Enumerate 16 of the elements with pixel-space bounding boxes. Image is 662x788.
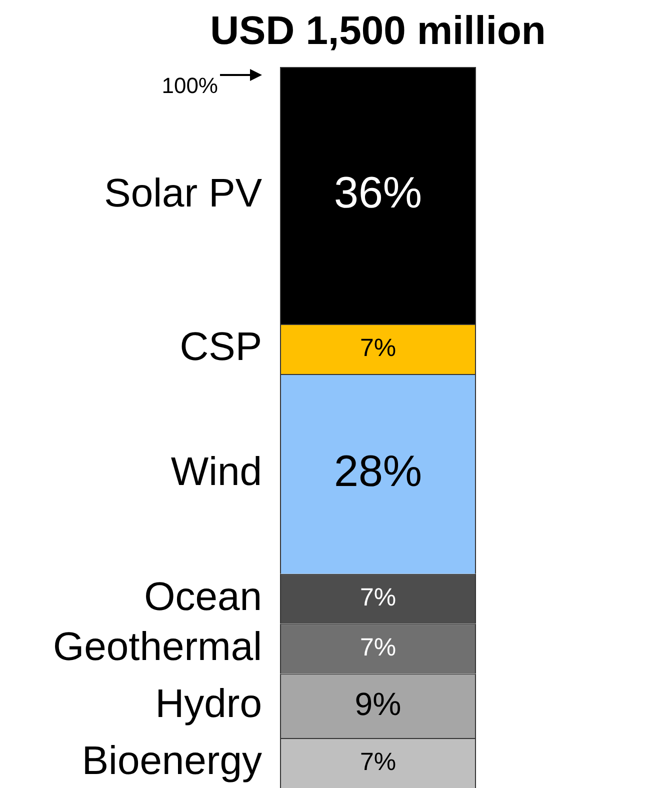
series-label: Hydro [155, 682, 262, 726]
series-label: Wind [170, 450, 262, 494]
chart-title: USD 1,500 million [210, 9, 546, 53]
text: 100% [162, 73, 218, 98]
data-label: 7% [360, 584, 396, 612]
data-label: 9% [354, 686, 402, 722]
data-label: 7% [360, 634, 396, 662]
data-label: 36% [334, 168, 422, 218]
series-label: Solar PV [104, 172, 262, 216]
data-label: 7% [360, 334, 396, 362]
series-label: CSP [180, 325, 262, 370]
data-label: 28% [334, 447, 422, 496]
series-label: Bioenergy [82, 739, 262, 784]
series-label: Ocean [144, 574, 262, 619]
data-label: 7% [360, 748, 396, 776]
series-label: Geothermal [53, 624, 262, 669]
